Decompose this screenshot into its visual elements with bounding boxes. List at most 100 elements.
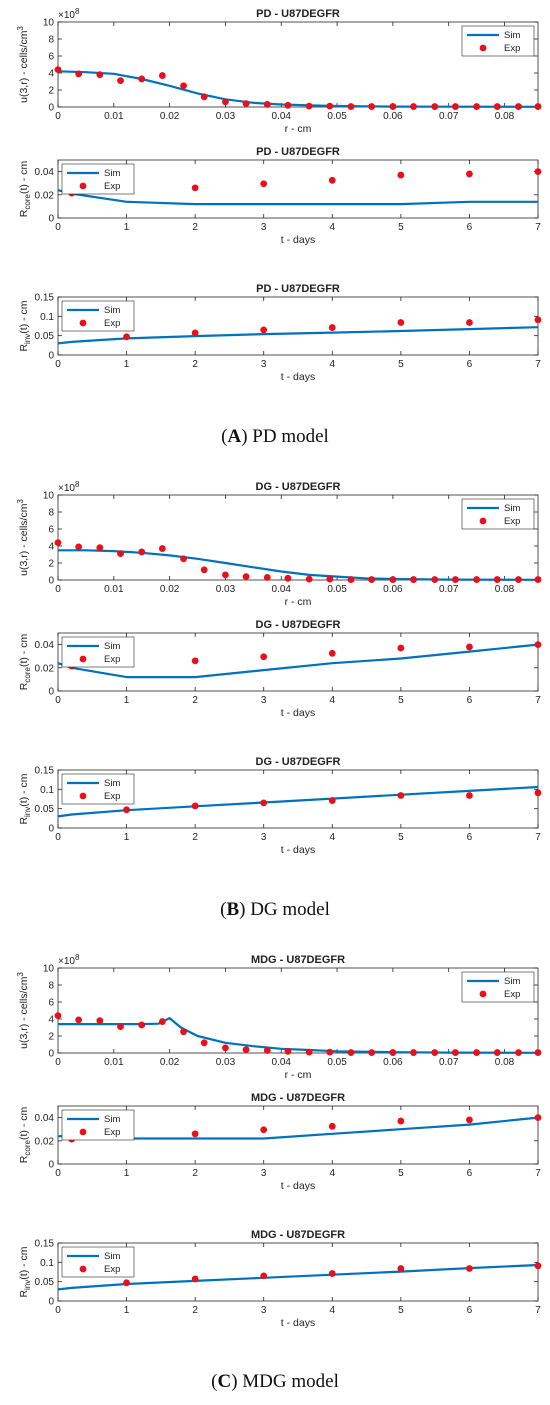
exp-data-point bbox=[263, 1047, 271, 1054]
x-tick-label: 6 bbox=[467, 1305, 473, 1316]
y-axis-label: u(3,r) - cells/cm3 bbox=[16, 499, 30, 576]
chart-panel-2: PD - U87DEGFR 0 1 2 3 4 5 6 7 0 0.05 0.1 0.15 t - day… bbox=[18, 283, 542, 383]
legend-exp-label: Exp bbox=[104, 318, 120, 329]
caption-b: (B) DG model bbox=[220, 899, 330, 920]
exp-data-point bbox=[123, 806, 130, 814]
x-tick-label: 7 bbox=[535, 695, 541, 706]
x-tick-label: 6 bbox=[467, 1168, 473, 1179]
y-tick-label: 0.05 bbox=[35, 331, 55, 342]
exp-data-point bbox=[473, 576, 481, 583]
y-tick-label: 0.15 bbox=[35, 1239, 55, 1250]
legend-sim-label: Sim bbox=[104, 778, 120, 789]
exp-data-point bbox=[96, 71, 104, 79]
exp-data-point bbox=[431, 1049, 439, 1056]
x-tick-label: 0 bbox=[55, 1057, 61, 1068]
chart-panel-7: MDG - U87DEGFR 0 1 2 3 4 5 6 7 0 0.02 0.04 t - days R… bbox=[18, 1092, 542, 1192]
exp-data-point bbox=[191, 329, 199, 337]
chart-panel-6: MDG - U87DEGFR 0 0.01 0.02 0.03 0.04 0.05 0.06 0… bbox=[16, 953, 542, 1081]
axis-exponent-label: ×108 bbox=[58, 953, 80, 967]
y-axis-label: u(3,r) - cells/cm3 bbox=[16, 972, 30, 1049]
plot-area-frame bbox=[57, 1105, 539, 1165]
chart-panel-5: DG - U87DEGFR 0 1 2 3 4 5 6 7 0 0.05 0.1 0.15 t - day… bbox=[18, 756, 542, 856]
y-tick-label: 8 bbox=[48, 508, 54, 519]
x-tick-label: 3 bbox=[261, 695, 267, 706]
y-tick-label: 0 bbox=[48, 576, 54, 587]
y-tick-label: 0.15 bbox=[35, 766, 55, 777]
x-axis-label: r - cm bbox=[285, 123, 312, 135]
legend-exp-label: Exp bbox=[104, 1127, 120, 1138]
chart-title: DG - U87DEGFR bbox=[256, 619, 341, 631]
legend-sim-label: Sim bbox=[504, 503, 520, 514]
exp-data-point bbox=[328, 797, 336, 804]
exp-data-point bbox=[389, 1049, 397, 1056]
plot-area-frame bbox=[57, 21, 539, 108]
y-axis-label: Rcore(t) - cm bbox=[18, 161, 32, 218]
exp-data-point bbox=[284, 1047, 292, 1055]
exp-data-point bbox=[242, 100, 250, 107]
sim-series-line bbox=[58, 549, 539, 581]
x-tick-label: 0.04 bbox=[272, 584, 292, 595]
exp-data-point bbox=[397, 1117, 405, 1125]
legend-exp-label: Exp bbox=[104, 1264, 120, 1275]
exp-data-point bbox=[284, 101, 292, 109]
y-tick-label: 10 bbox=[43, 18, 55, 29]
sim-series-line bbox=[57, 643, 539, 679]
sim-series-line bbox=[57, 70, 539, 108]
exp-data-point bbox=[397, 792, 405, 799]
legend-exp-swatch bbox=[479, 517, 487, 525]
y-tick-label: 2 bbox=[48, 86, 54, 97]
legend-sim-label: Sim bbox=[104, 641, 120, 652]
exp-data-point bbox=[328, 1270, 336, 1277]
chart-title: PD - U87DEGFR bbox=[256, 283, 340, 295]
x-tick-label: 3 bbox=[261, 222, 267, 233]
x-tick-label: 4 bbox=[330, 1305, 336, 1316]
exp-data-point bbox=[493, 576, 501, 583]
exp-data-point bbox=[473, 103, 481, 110]
x-tick-label: 4 bbox=[330, 359, 336, 370]
y-tick-label: 0 bbox=[48, 214, 54, 225]
exp-data-point bbox=[515, 1049, 522, 1056]
exp-data-point bbox=[242, 573, 250, 580]
exp-data-point bbox=[368, 1049, 376, 1056]
exp-data-point bbox=[75, 1016, 83, 1024]
legend: Sim Exp bbox=[61, 300, 135, 332]
chart-title: MDG - U87DEGFR bbox=[251, 954, 345, 966]
y-tick-label: 0.02 bbox=[35, 1136, 55, 1147]
exp-data-point bbox=[260, 1126, 268, 1134]
plot-area-frame bbox=[57, 632, 539, 692]
x-tick-label: 0 bbox=[55, 1168, 61, 1179]
exp-data-point bbox=[534, 103, 542, 110]
x-tick-label: 1 bbox=[124, 359, 130, 370]
legend-sim-label: Sim bbox=[104, 1114, 120, 1125]
exp-data-point bbox=[117, 550, 124, 558]
x-axis-label: r - cm bbox=[285, 596, 312, 608]
legend-exp-label: Exp bbox=[104, 181, 120, 192]
legend-exp-label: Exp bbox=[504, 989, 520, 1000]
y-tick-label: 6 bbox=[48, 52, 54, 63]
exp-data-point bbox=[117, 1023, 124, 1031]
exp-data-point bbox=[431, 576, 439, 583]
legend-box bbox=[61, 300, 135, 332]
chart-panel-8: MDG - U87DEGFR 0 1 2 3 4 5 6 7 0 0.05 0.1 0.15 t - da… bbox=[18, 1229, 542, 1329]
exp-data-point bbox=[180, 1028, 187, 1036]
exp-data-point bbox=[96, 544, 104, 552]
x-tick-label: 0.01 bbox=[104, 1057, 124, 1068]
axis-exponent-label: ×108 bbox=[58, 7, 80, 21]
x-tick-label: 0.04 bbox=[272, 1057, 292, 1068]
y-tick-label: 8 bbox=[48, 35, 54, 46]
x-tick-label: 4 bbox=[330, 1168, 336, 1179]
legend-exp-swatch bbox=[79, 182, 87, 190]
exp-data-point bbox=[451, 576, 459, 583]
y-tick-label: 0.02 bbox=[35, 663, 55, 674]
x-tick-label: 7 bbox=[535, 359, 541, 370]
exp-data-point bbox=[389, 576, 397, 583]
x-tick-label: 0.08 bbox=[495, 584, 515, 595]
x-tick-label: 0 bbox=[55, 1305, 61, 1316]
exp-data-point bbox=[191, 1130, 199, 1138]
x-axis-label: t - days bbox=[281, 234, 315, 246]
legend: Sim Exp bbox=[61, 636, 135, 668]
exp-data-point bbox=[191, 802, 199, 810]
exp-data-point bbox=[515, 576, 522, 583]
exp-data-point bbox=[466, 792, 473, 799]
x-tick-label: 5 bbox=[398, 695, 404, 706]
